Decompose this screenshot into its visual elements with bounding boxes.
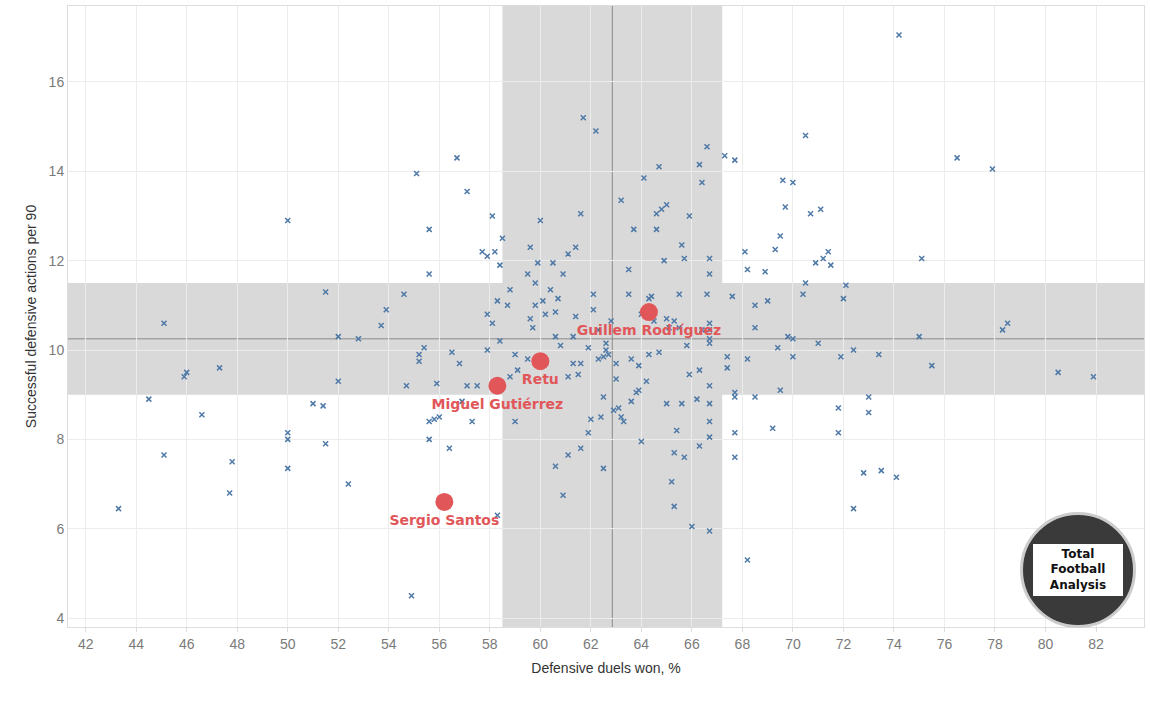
svg-text:Successful defensive actions p: Successful defensive actions per 90 (23, 205, 39, 429)
html-text:Total Football Analysis: Total Football Analysis (1049, 546, 1107, 592)
svg-text:56: 56 (432, 636, 448, 652)
svg-text:48: 48 (229, 636, 245, 652)
svg-text:42: 42 (78, 636, 94, 652)
svg-text:54: 54 (381, 636, 397, 652)
svg-text:60: 60 (533, 636, 549, 652)
svg-text:Guillem Rodríguez: Guillem Rodríguez (577, 322, 722, 338)
svg-text:16: 16 (49, 74, 65, 90)
svg-text:82: 82 (1088, 636, 1104, 652)
svg-text:4: 4 (56, 610, 64, 626)
svg-text:74: 74 (886, 636, 902, 652)
svg-text:Defensive duels won, %: Defensive duels won, % (531, 660, 680, 676)
svg-text:52: 52 (330, 636, 346, 652)
svg-text:Retu: Retu (522, 371, 559, 387)
svg-text:44: 44 (128, 636, 144, 652)
svg-text:6: 6 (56, 521, 64, 537)
svg-text:8: 8 (56, 431, 64, 447)
svg-text:78: 78 (987, 636, 1003, 652)
svg-text:58: 58 (482, 636, 498, 652)
svg-text:64: 64 (634, 636, 650, 652)
svg-text:80: 80 (1038, 636, 1054, 652)
svg-text:Sergio Santos: Sergio Santos (389, 512, 499, 528)
svg-text:70: 70 (785, 636, 801, 652)
svg-text:76: 76 (937, 636, 953, 652)
svg-text:66: 66 (684, 636, 700, 652)
svg-text:46: 46 (179, 636, 195, 652)
svg-text:50: 50 (280, 636, 296, 652)
svg-text:62: 62 (583, 636, 599, 652)
svg-text:14: 14 (49, 163, 65, 179)
svg-text:10: 10 (49, 342, 65, 358)
svg-text:12: 12 (49, 253, 65, 269)
svg-text:Miguel Gutiérrez: Miguel Gutiérrez (431, 396, 563, 412)
svg-text:72: 72 (836, 636, 852, 652)
svg-text:68: 68 (735, 636, 751, 652)
